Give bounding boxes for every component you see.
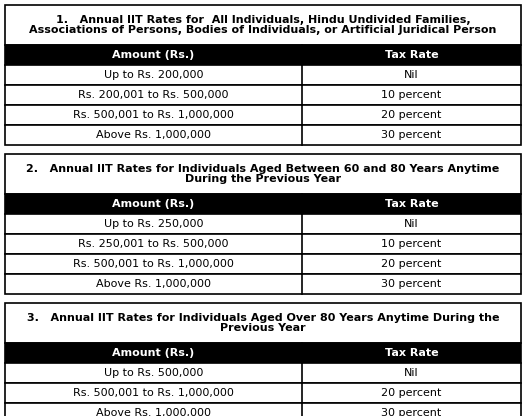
Text: Tax Rate: Tax Rate: [385, 348, 438, 358]
Bar: [5, 194, 521, 214]
Text: Above Rs. 1,000,000: Above Rs. 1,000,000: [96, 408, 211, 416]
Bar: [5, 403, 521, 416]
Text: 10 percent: 10 percent: [381, 239, 441, 249]
Bar: [5, 343, 521, 363]
Text: Tax Rate: Tax Rate: [385, 199, 438, 209]
Text: Up to Rs. 500,000: Up to Rs. 500,000: [104, 368, 203, 378]
Bar: [5, 154, 521, 194]
Bar: [5, 274, 521, 294]
Text: Rs. 250,001 to Rs. 500,000: Rs. 250,001 to Rs. 500,000: [78, 239, 229, 249]
Text: Associations of Persons, Bodies of Individuals, or Artificial Juridical Person: Associations of Persons, Bodies of Indiv…: [29, 25, 497, 35]
Text: During the Previous Year: During the Previous Year: [185, 174, 341, 184]
Bar: [5, 65, 521, 85]
Bar: [5, 105, 521, 125]
Bar: [5, 383, 521, 403]
Text: Up to Rs. 250,000: Up to Rs. 250,000: [104, 219, 203, 229]
Text: Rs. 200,001 to Rs. 500,000: Rs. 200,001 to Rs. 500,000: [78, 90, 229, 100]
Bar: [5, 85, 521, 105]
Bar: [5, 234, 521, 254]
Text: Amount (Rs.): Amount (Rs.): [112, 199, 195, 209]
Bar: [5, 5, 521, 45]
Bar: [5, 45, 521, 65]
Text: 20 percent: 20 percent: [381, 259, 441, 269]
Text: Nil: Nil: [404, 219, 419, 229]
Text: 3.   Annual IIT Rates for Individuals Aged Over 80 Years Anytime During the: 3. Annual IIT Rates for Individuals Aged…: [27, 312, 499, 322]
Text: Rs. 500,001 to Rs. 1,000,000: Rs. 500,001 to Rs. 1,000,000: [73, 110, 234, 120]
Text: Tax Rate: Tax Rate: [385, 50, 438, 60]
Text: Up to Rs. 200,000: Up to Rs. 200,000: [104, 70, 203, 80]
Text: Above Rs. 1,000,000: Above Rs. 1,000,000: [96, 279, 211, 289]
Text: 20 percent: 20 percent: [381, 110, 441, 120]
Bar: [5, 254, 521, 274]
Bar: [5, 363, 521, 383]
Bar: [5, 214, 521, 234]
Text: Above Rs. 1,000,000: Above Rs. 1,000,000: [96, 130, 211, 140]
Text: 20 percent: 20 percent: [381, 388, 441, 398]
Text: 30 percent: 30 percent: [381, 130, 441, 140]
Text: 30 percent: 30 percent: [381, 279, 441, 289]
Bar: [5, 125, 521, 145]
Text: 10 percent: 10 percent: [381, 90, 441, 100]
Text: 1.   Annual IIT Rates for  All Individuals, Hindu Undivided Families,: 1. Annual IIT Rates for All Individuals,…: [56, 15, 470, 25]
Text: Nil: Nil: [404, 70, 419, 80]
Text: Nil: Nil: [404, 368, 419, 378]
Text: 2.   Annual IIT Rates for Individuals Aged Between 60 and 80 Years Anytime: 2. Annual IIT Rates for Individuals Aged…: [26, 163, 500, 173]
Text: 30 percent: 30 percent: [381, 408, 441, 416]
Text: Rs. 500,001 to Rs. 1,000,000: Rs. 500,001 to Rs. 1,000,000: [73, 388, 234, 398]
Text: Previous Year: Previous Year: [220, 323, 306, 333]
Text: Rs. 500,001 to Rs. 1,000,000: Rs. 500,001 to Rs. 1,000,000: [73, 259, 234, 269]
Text: Amount (Rs.): Amount (Rs.): [112, 50, 195, 60]
Bar: [5, 303, 521, 343]
Text: Amount (Rs.): Amount (Rs.): [112, 348, 195, 358]
